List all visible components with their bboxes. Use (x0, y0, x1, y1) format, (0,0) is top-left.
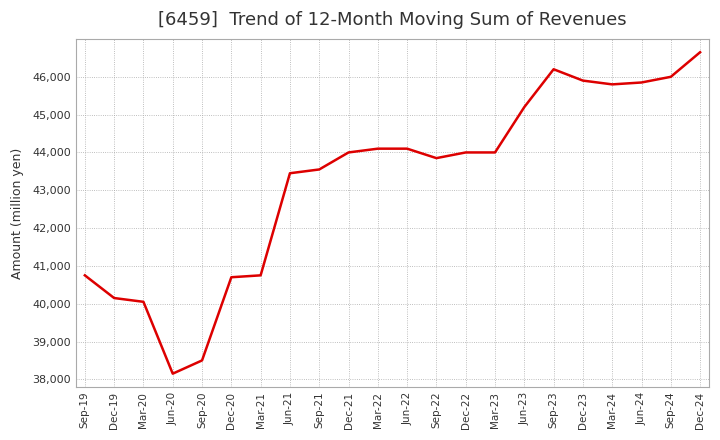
Y-axis label: Amount (million yen): Amount (million yen) (11, 147, 24, 279)
Title: [6459]  Trend of 12-Month Moving Sum of Revenues: [6459] Trend of 12-Month Moving Sum of R… (158, 11, 627, 29)
